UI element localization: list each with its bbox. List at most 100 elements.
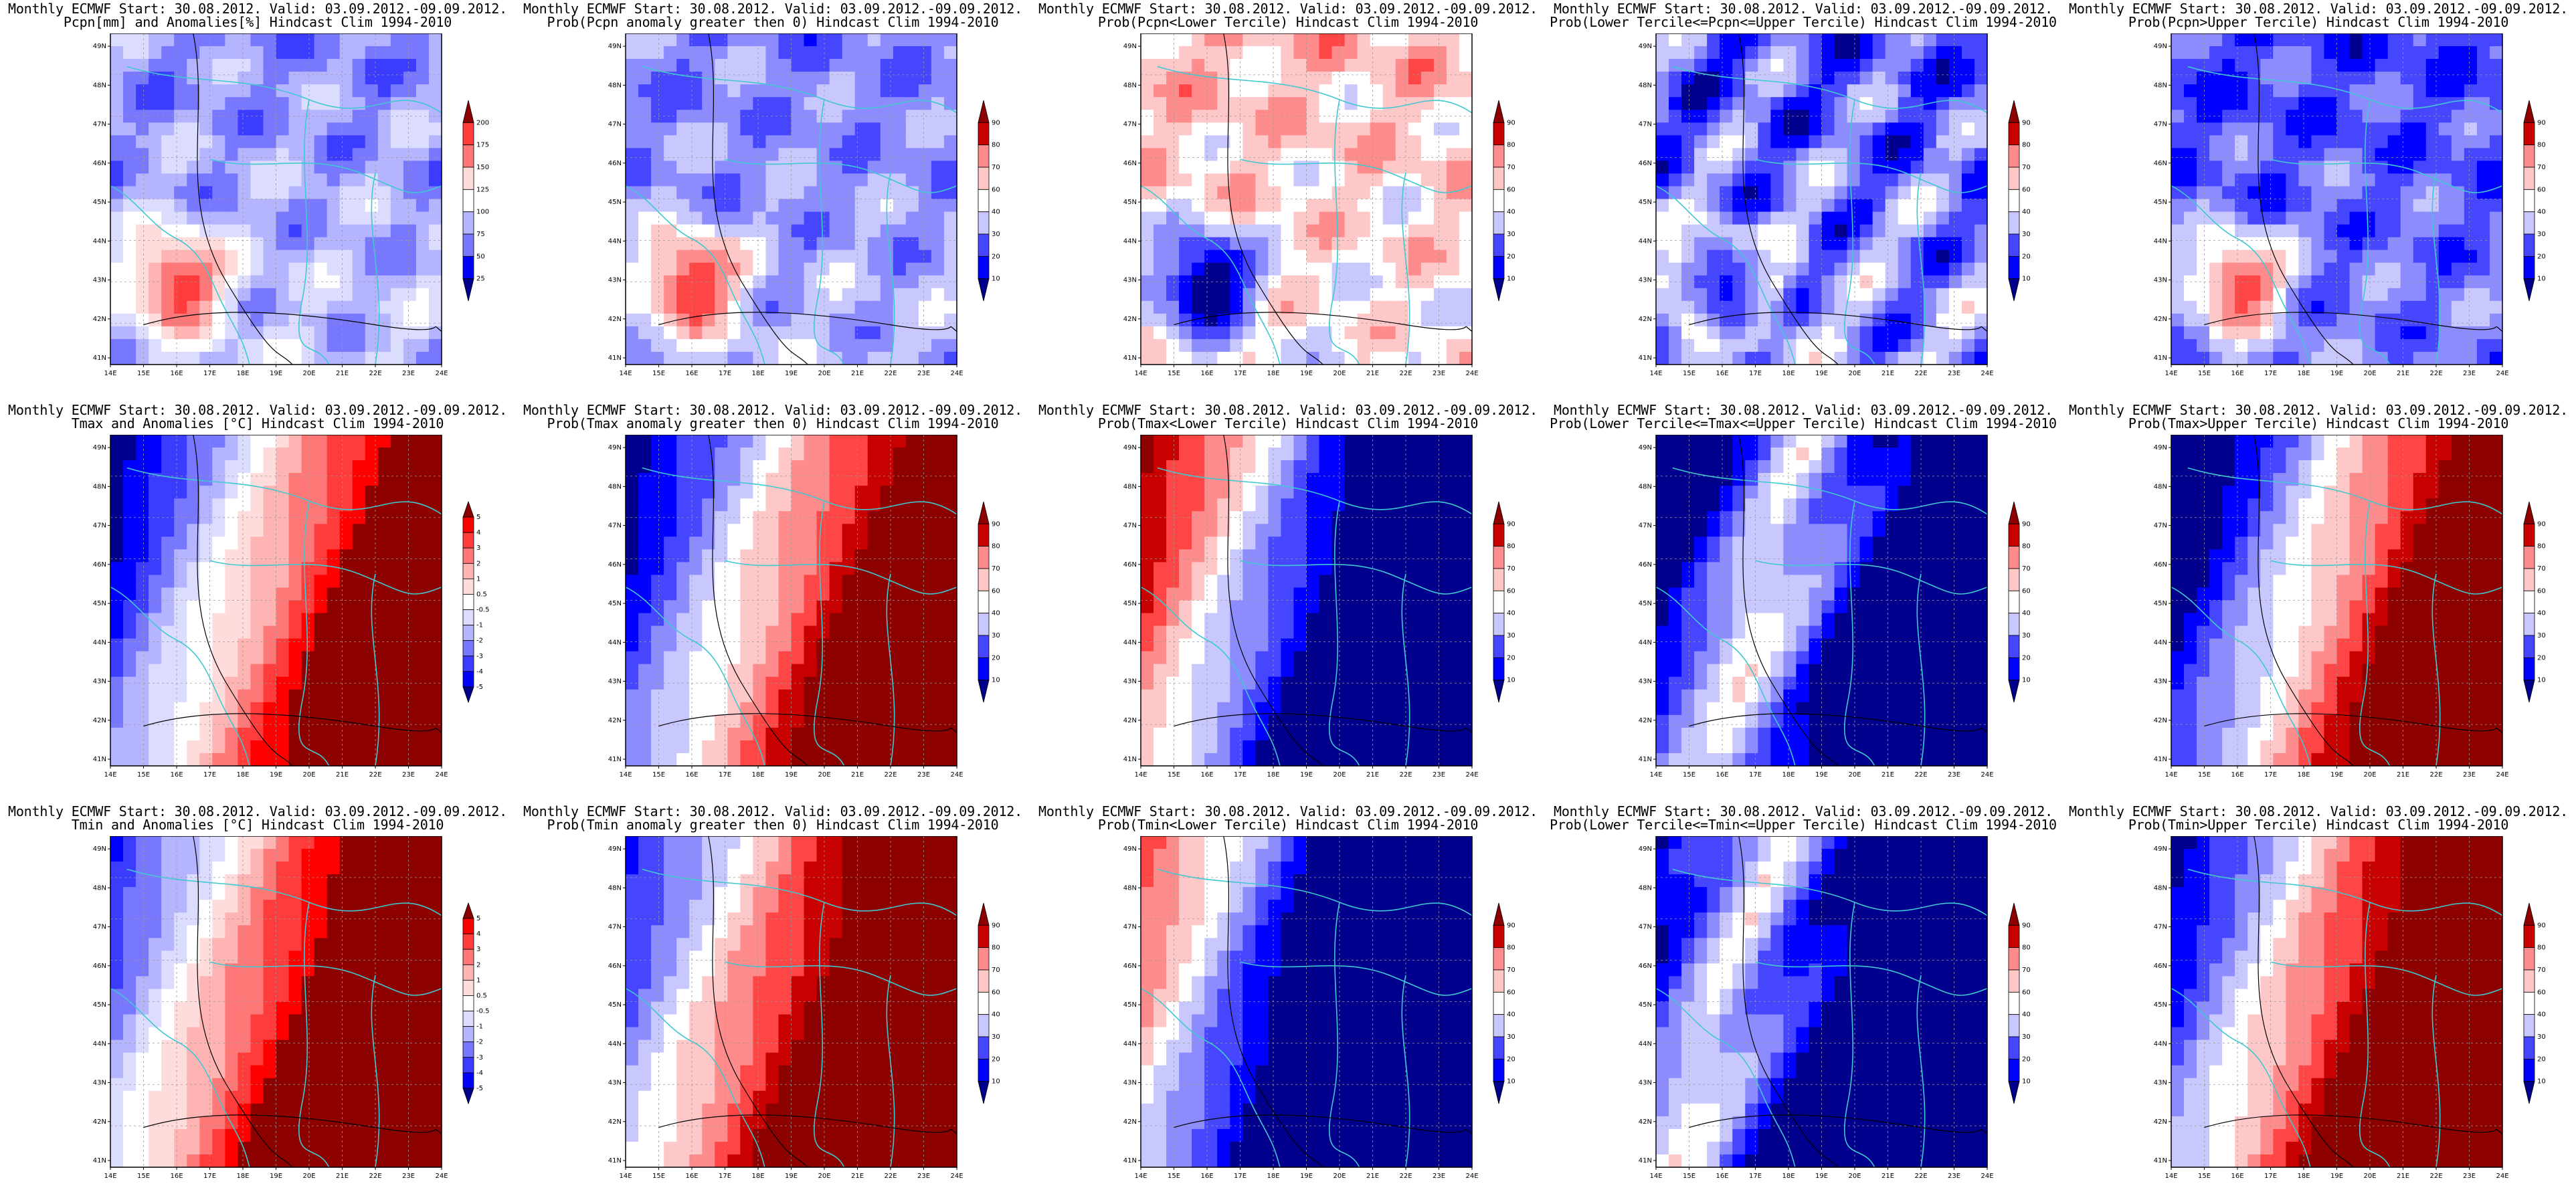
colorbar-label: 90	[992, 922, 1000, 929]
colorbar-label: 80	[2022, 142, 2031, 149]
lat-label: 44N	[1123, 237, 1137, 245]
panel-title-line1: Monthly ECMWF Start: 30.08.2012. Valid: …	[1554, 402, 2053, 418]
colorbar-label: 10	[1507, 677, 1515, 684]
graticule	[110, 435, 442, 766]
lon-label: 22E	[884, 1173, 897, 1180]
lon-label: 19E	[1300, 370, 1313, 377]
colorbar-label: 60	[992, 989, 1000, 996]
colorbar-segment	[462, 167, 474, 190]
colorbar-segment	[2523, 122, 2535, 146]
colorbar: 10 20 30 40 60 70 80 90	[2523, 902, 2546, 1104]
colorbar-label: 1	[476, 575, 480, 583]
colorbar-label: 60	[1507, 989, 1515, 996]
colorbar-segment	[462, 100, 474, 123]
colorbar-label: 30	[2022, 231, 2031, 238]
lon-label: 21E	[2397, 370, 2409, 377]
colorbar-segment	[2523, 657, 2535, 681]
colorbar: -5 -4 -3 -2 -1 -0.5 0.5 1 2 3 4 5	[462, 902, 490, 1105]
colorbar-label: 4	[476, 930, 480, 938]
lon-label: 20E	[2363, 370, 2376, 377]
lon-label: 22E	[1399, 1173, 1412, 1180]
colorbar: 10 20 30 40 60 70 80 90	[2008, 100, 2031, 302]
lat-label: 45N	[1123, 600, 1137, 607]
forecast-map: 14E 15E 16E 17E 18E 19E 20E 21E 22E 23E 24E 41N 42N 4…	[93, 33, 448, 377]
lon-label: 15E	[2198, 771, 2211, 779]
lon-label: 24E	[950, 1173, 963, 1180]
contour-lines	[143, 33, 442, 365]
lat-label: 47N	[2154, 522, 2167, 530]
colorbar-label: 10	[2537, 1078, 2546, 1086]
colorbar-segment	[978, 189, 990, 213]
map-panel: Monthly ECMWF Start: 30.08.2012. Valid: …	[2061, 0, 2576, 401]
lat-label: 42N	[2154, 316, 2167, 323]
colorbar-segment	[462, 686, 474, 704]
colorbar-segment	[1493, 590, 1505, 614]
country-borders	[1140, 868, 1473, 1168]
lat-label: 49N	[1123, 43, 1137, 50]
colorbar-label: 20	[1507, 1056, 1515, 1063]
lat-label: 49N	[608, 845, 622, 853]
colorbar-label: 60	[2022, 587, 2031, 595]
colorbar-label: 50	[476, 253, 485, 260]
panel-title-line1: Monthly ECMWF Start: 30.08.2012. Valid: …	[2069, 1, 2568, 17]
colorbar-segment	[2008, 501, 2020, 524]
lon-label: 17E	[203, 771, 216, 779]
lat-label: 49N	[608, 444, 622, 452]
lat-label: 44N	[1639, 1040, 1652, 1047]
contour-lines	[2204, 33, 2503, 365]
lon-label: 15E	[2198, 370, 2211, 377]
colorbar-label: 20	[2022, 654, 2031, 662]
lon-label: 24E	[1465, 771, 1478, 779]
colorbar-segment	[2008, 523, 2020, 547]
field-cells	[1141, 435, 1473, 767]
colorbar-label: 70	[2537, 565, 2546, 573]
lat-label: 42N	[93, 717, 106, 724]
panel-title-line1: Monthly ECMWF Start: 30.08.2012. Valid: …	[523, 402, 1022, 418]
lon-label: 24E	[435, 771, 448, 779]
forecast-map: 14E 15E 16E 17E 18E 19E 20E 21E 22E 23E 24E 41N 42N 4…	[608, 836, 963, 1180]
lat-label: 47N	[93, 522, 106, 530]
lat-label: 43N	[1123, 277, 1137, 284]
lat-label: 43N	[1639, 277, 1652, 284]
lat-label: 43N	[2154, 678, 2167, 686]
panel-title-line2: Prob(Tmax anomaly greater then 0) Hindca…	[547, 415, 999, 431]
colorbar-segment	[1493, 546, 1505, 569]
colorbar: 10 20 30 40 60 70 80 90	[2008, 501, 2031, 703]
colorbar-segment	[2008, 991, 2020, 1015]
lon-label: 24E	[2496, 771, 2508, 779]
colorbar-label: 80	[2537, 142, 2546, 149]
forecast-map: 14E 15E 16E 17E 18E 19E 20E 21E 22E 23E 24E 41N 42N 4…	[1639, 33, 1994, 377]
colorbar-label: 90	[1507, 520, 1515, 528]
lat-label: 41N	[2154, 1157, 2167, 1165]
lat-label: 44N	[1639, 237, 1652, 245]
lon-label: 22E	[369, 1173, 381, 1180]
colorbar-label: 1	[476, 977, 480, 984]
contour-lines	[658, 435, 957, 767]
colorbar-segment	[1493, 1081, 1505, 1104]
colorbar-label: 70	[2537, 967, 2546, 974]
lat-label: 48N	[1639, 884, 1652, 892]
lon-label: 19E	[785, 771, 798, 779]
lat-label: 47N	[608, 121, 622, 128]
lat-label: 42N	[93, 1118, 106, 1126]
lon-label: 16E	[2231, 771, 2243, 779]
lat-label: 42N	[1639, 1118, 1652, 1126]
lon-label: 18E	[236, 771, 249, 779]
lon-label: 16E	[685, 771, 698, 779]
lon-label: 19E	[1815, 1173, 1828, 1180]
colorbar-segment	[1493, 1058, 1505, 1082]
lon-label: 20E	[302, 771, 315, 779]
contour-lines	[658, 33, 957, 365]
colorbar-segment	[2523, 167, 2535, 190]
colorbar-segment	[2008, 924, 2020, 948]
lat-label: 46N	[93, 963, 106, 970]
panel-title-line2: Prob(Pcpn anomaly greater then 0) Hindca…	[547, 14, 999, 30]
colorbar-label: 90	[1507, 922, 1515, 929]
lon-label: 15E	[652, 771, 665, 779]
lon-label: 17E	[1234, 1173, 1247, 1180]
lat-label: 47N	[1123, 522, 1137, 530]
colorbar-label: 10	[1507, 1078, 1515, 1086]
colorbar-label: -0.5	[476, 1008, 490, 1015]
colorbar: 10 20 30 40 60 70 80 90	[978, 100, 1000, 302]
country-borders	[1140, 467, 1473, 767]
